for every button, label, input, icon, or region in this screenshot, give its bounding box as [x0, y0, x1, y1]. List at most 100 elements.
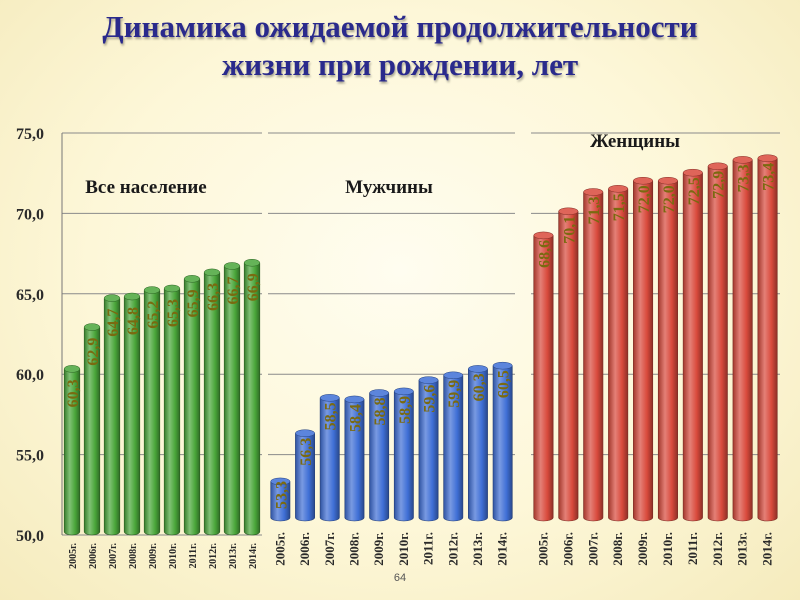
title-line-2: жизни при рождении, лет	[221, 47, 579, 82]
y-tick-label: 65,0	[16, 287, 44, 304]
x-tick-label: 2012г.	[445, 532, 460, 566]
bar-cap	[633, 176, 654, 185]
x-tick-label: 2009г.	[148, 543, 159, 569]
x-tick-label: 2005г.	[272, 532, 287, 566]
x-tick-label: 2005г.	[535, 532, 550, 566]
x-tick-label: 2014г.	[760, 532, 775, 566]
bar-cap	[732, 156, 753, 164]
bar-value-label: 60,3	[471, 373, 488, 401]
bar-value-label: 66,7	[225, 276, 242, 304]
bar-cap	[583, 188, 604, 196]
title-line-1: Динамика ожидаемой продолжительности	[102, 9, 698, 44]
bar-value-label: 58,8	[372, 397, 389, 425]
bar-value-label: 56,3	[298, 438, 315, 466]
bar-cap	[657, 176, 678, 185]
bar-value-label: 71,5	[611, 193, 628, 221]
bar-value-label: 72,5	[686, 177, 703, 205]
y-tick-label: 70,0	[16, 206, 44, 223]
x-tick-label: 2005г.	[68, 543, 79, 569]
bar	[707, 162, 728, 522]
bar-cap	[468, 365, 488, 373]
bar	[657, 177, 678, 522]
y-tick-label: 60,0	[16, 367, 44, 384]
y-tick-label: 55,0	[16, 448, 44, 465]
bar	[608, 185, 629, 522]
x-tick-label: 2008г.	[128, 543, 139, 569]
x-tick-label: 2009г.	[371, 532, 386, 566]
bar-cap	[492, 361, 513, 370]
bar-value-label: 60,3	[65, 379, 82, 407]
x-tick-label: 2011г.	[685, 532, 700, 565]
x-tick-label: 2010г.	[396, 532, 411, 566]
x-tick-label: 2008г.	[610, 532, 625, 566]
bar-cap	[63, 365, 81, 373]
bar-value-label: 68,6	[536, 240, 553, 268]
bar-value-label: 73,3	[736, 164, 753, 192]
panel-title: Все население	[85, 177, 207, 198]
x-tick-label: 2007г.	[585, 532, 600, 566]
bar-value-label: 59,6	[422, 385, 439, 413]
bar	[757, 154, 778, 522]
bar-value-label: 58,4	[347, 404, 364, 432]
panel-title: Мужчины	[345, 177, 433, 198]
bar-value-label: 72,0	[636, 185, 653, 213]
x-tick-label: 2007г.	[322, 532, 337, 566]
x-tick-label: 2011г.	[421, 532, 436, 565]
bar	[633, 177, 654, 522]
x-tick-label: 2012г.	[710, 532, 725, 566]
bar-cap	[533, 231, 554, 240]
bar	[732, 156, 753, 522]
bar-cap	[707, 162, 728, 171]
bar	[558, 207, 579, 522]
x-tick-label: 2013г.	[228, 543, 239, 569]
x-tick-label: 2010г.	[168, 543, 179, 569]
bar-value-label: 65,3	[165, 299, 182, 327]
bar	[583, 188, 604, 522]
bar-value-label: 53,3	[273, 481, 290, 509]
bar	[533, 232, 554, 522]
bar-cap	[183, 275, 201, 283]
bar-cap	[393, 387, 414, 396]
bar-cap	[344, 395, 365, 404]
bar-value-label: 64,8	[125, 307, 142, 335]
bar-cap	[123, 292, 141, 301]
y-tick-label: 75,0	[16, 126, 44, 143]
bar-cap	[682, 168, 703, 177]
bar-cap	[243, 258, 261, 267]
x-tick-label: 2010г.	[660, 532, 675, 566]
bar-cap	[443, 371, 464, 380]
bar-cap	[757, 154, 778, 162]
x-tick-label: 2006г.	[88, 543, 99, 569]
bar-cap	[608, 185, 629, 193]
x-tick-label: 2011г.	[188, 543, 199, 569]
bar-value-label: 65,2	[145, 301, 162, 329]
bar-cap	[270, 477, 291, 486]
page-number: 64	[393, 572, 407, 584]
x-tick-label: 2013г.	[735, 532, 750, 566]
page-title: Динамика ожидаемой продолжительности жиз…	[0, 8, 800, 84]
x-tick-label: 2009г.	[635, 532, 650, 566]
bar-cap	[558, 207, 579, 216]
bar-cap	[418, 376, 439, 384]
bar-value-label: 66,9	[245, 273, 262, 301]
panel-title: Женщины	[590, 131, 680, 152]
x-tick-label: 2014г.	[495, 532, 510, 566]
x-tick-label: 2006г.	[297, 532, 312, 566]
x-tick-label: 2012г.	[208, 543, 219, 569]
bar-value-label: 62,9	[85, 338, 102, 366]
bar-value-label: 73,4	[761, 163, 778, 191]
x-tick-label: 2007г.	[108, 543, 119, 569]
bar-cap	[319, 394, 340, 402]
x-tick-label: 2008г.	[346, 532, 361, 566]
bar-cap	[163, 284, 181, 293]
bar-value-label: 70,1	[561, 216, 578, 244]
y-tick-label: 50,0	[16, 528, 44, 545]
bar-cap	[143, 286, 161, 294]
bar-cap	[223, 262, 241, 270]
x-tick-label: 2006г.	[560, 532, 575, 566]
bar-value-label: 71,3	[586, 196, 603, 224]
x-tick-label: 2014г.	[248, 543, 259, 569]
bar-value-label: 58,5	[323, 402, 340, 430]
bar-cap	[83, 323, 101, 331]
